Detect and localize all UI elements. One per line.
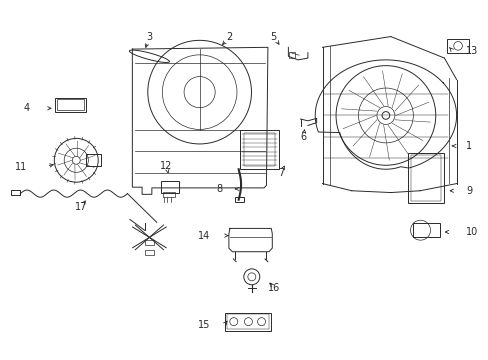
Text: 14: 14 — [198, 231, 210, 240]
Bar — [446, 39, 468, 53]
Bar — [55, 98, 85, 112]
Text: 11: 11 — [15, 162, 27, 172]
Text: 2: 2 — [226, 32, 232, 41]
Text: 10: 10 — [466, 227, 478, 237]
Text: 13: 13 — [466, 46, 478, 56]
Bar — [410, 155, 441, 201]
Bar — [144, 250, 154, 255]
Text: 9: 9 — [466, 186, 471, 196]
Text: 17: 17 — [75, 202, 87, 212]
Bar — [160, 181, 179, 193]
Bar — [57, 99, 83, 111]
Bar — [407, 153, 444, 203]
Bar — [412, 223, 439, 237]
Bar — [86, 154, 101, 166]
Bar — [144, 240, 154, 245]
Bar — [234, 197, 243, 202]
Text: 8: 8 — [216, 184, 222, 194]
Bar — [224, 313, 271, 330]
Text: 7: 7 — [277, 168, 284, 178]
Text: 1: 1 — [466, 141, 471, 151]
Text: 16: 16 — [267, 283, 279, 293]
Bar — [243, 134, 274, 166]
Bar — [239, 130, 278, 169]
Bar — [11, 190, 20, 195]
Text: 3: 3 — [146, 32, 152, 41]
Text: 5: 5 — [270, 32, 276, 41]
Bar — [289, 51, 295, 58]
Text: 12: 12 — [160, 161, 172, 171]
Bar — [162, 192, 174, 197]
Text: 4: 4 — [24, 103, 30, 113]
Text: 15: 15 — [198, 320, 210, 330]
Text: 6: 6 — [299, 132, 305, 142]
Bar — [227, 315, 268, 329]
